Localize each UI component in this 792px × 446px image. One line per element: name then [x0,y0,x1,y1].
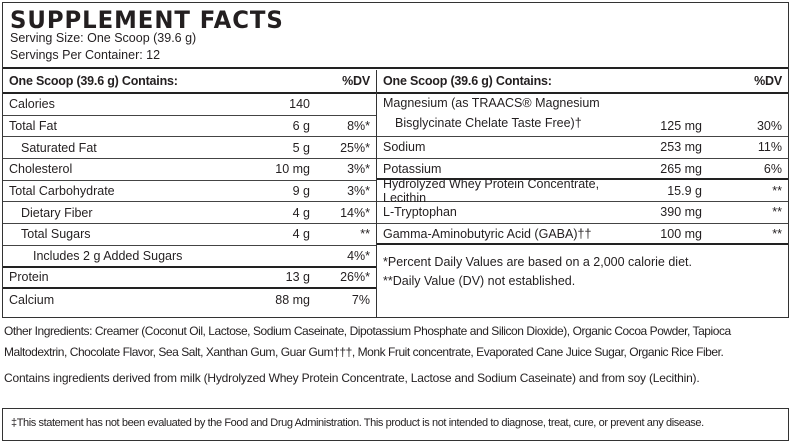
nutrient-amount: 5 g [292,140,310,155]
footnote: **Daily Value (DV) not established. [383,274,576,289]
supplement-facts-panel: SUPPLEMENT FACTS Serving Size: One Scoop… [2,2,789,318]
table-row: Total Carbohydrate 9 g 3%* [3,181,376,203]
footnotes: *Percent Daily Values are based on a 2,0… [377,245,788,291]
allergen-statement: Contains ingredients derived from milk (… [4,371,700,385]
divider [3,67,788,69]
nutrient-dv: ** [772,205,782,220]
nutrient-dv: 14%* [340,205,370,220]
nutrient-name: Hydrolyzed Whey Protein Concentrate, Lec… [383,176,600,205]
nutrient-amount: 10 mg [275,162,310,177]
nutrient-dv: 6% [763,161,782,176]
nutrient-dv: 3%* [347,162,370,177]
table-row: Total Fat 6 g 8%* [3,116,376,138]
nutrient-amount: 390 mg [660,205,702,220]
name-line: Bisglycinate Chelate Taste Free)† [395,116,582,130]
nutrient-dv: 25%* [340,140,370,155]
fda-disclaimer: ‡This statement has not been evaluated b… [2,408,789,441]
nutrient-amount: 88 mg [275,293,310,308]
nutrient-amount: 4 g [292,227,310,242]
nutrient-name: Dietary Fiber [21,205,93,220]
header-label: One Scoop (39.6 g) Contains: [9,74,178,88]
nutrient-name: Gamma-Aminobutyric Acid (GABA)†† [383,226,592,241]
table-row: Hydrolyzed Whey Protein Concentrate, Lec… [377,176,788,205]
panel-title: SUPPLEMENT FACTS [10,6,284,34]
nutrient-dv: ** [360,227,370,242]
nutrient-dv: 3%* [347,184,370,199]
table-row: Includes 2 g Added Sugars 4%* [3,246,376,268]
nutrient-name: L-Tryptophan [383,205,457,220]
header-dv: %DV [342,74,370,88]
nutrient-name: Saturated Fat [21,140,97,155]
nutrient-amount: 125 mg [660,119,702,133]
footnote: *Percent Daily Values are based on a 2,0… [383,255,692,270]
nutrient-name: Total Fat [9,119,57,134]
nutrient-amount: 4 g [292,205,310,220]
table-header: One Scoop (39.6 g) Contains: %DV [377,70,788,94]
nutrient-amount: 15.9 g [667,183,702,198]
table-row: Potassium 265 mg 6% [377,159,788,181]
nutrient-amount: 13 g [285,270,310,285]
header-label: One Scoop (39.6 g) Contains: [383,74,552,88]
nutrient-name: Magnesium (as TRAACS® Magnesium Bisglycin… [383,93,622,133]
table-header: One Scoop (39.6 g) Contains: %DV [3,70,376,94]
nutrient-name: Sodium [383,140,426,155]
nutrient-amount: 6 g [292,119,310,134]
nutrient-name: Total Carbohydrate [9,184,115,199]
nutrient-name: Calories [9,97,55,112]
right-nutrient-table: One Scoop (39.6 g) Contains: %DV Magnesi… [377,70,788,291]
left-nutrient-table: One Scoop (39.6 g) Contains: %DV Calorie… [3,70,377,317]
nutrient-name: Potassium [383,161,442,176]
header-dv: %DV [754,74,782,88]
nutrient-amount: 100 mg [660,226,702,241]
table-row: Saturated Fat 5 g 25%* [3,137,376,160]
serving-size: Serving Size: One Scoop (39.6 g) [10,31,197,45]
nutrient-name: Calcium [9,293,55,308]
nutrient-amount: 253 mg [660,140,702,155]
table-row: Calcium 88 mg 7% [3,289,376,311]
nutrient-name: Includes 2 g Added Sugars [33,248,183,263]
table-row: Cholesterol 10 mg 3%* [3,159,376,181]
nutrient-dv: 8%* [347,119,370,134]
table-row: L-Tryptophan 390 mg ** [377,202,788,224]
nutrient-dv: ** [772,183,782,198]
nutrient-dv: 26%* [340,270,370,285]
table-row: Protein 13 g 26%* [3,268,376,290]
nutrient-name: Cholesterol [9,162,73,177]
nutrient-dv: 7% [351,293,370,308]
name-line: Magnesium (as TRAACS® Magnesium [383,96,600,110]
nutrient-dv: 11% [757,140,782,155]
other-ingredients: Maltodextrin, Chocolate Flavor, Sea Salt… [4,345,724,359]
table-row: Sodium 253 mg 11% [377,137,788,159]
table-row: Magnesium (as TRAACS® Magnesium Bisglycin… [377,94,788,137]
nutrient-dv: 30% [756,119,782,133]
table-row: Total Sugars 4 g ** [3,224,376,246]
nutrient-dv: ** [772,226,782,241]
nutrient-name: Protein [9,270,49,285]
nutrient-amount: 265 mg [660,161,702,176]
other-ingredients: Other Ingredients: Creamer (Coconut Oil,… [4,324,731,338]
table-row: Dietary Fiber 4 g 14%* [3,202,376,225]
nutrient-amount: 9 g [292,184,310,199]
nutrient-amount: 140 [289,97,310,112]
table-row: Calories 140 [3,94,376,116]
nutrient-name: Total Sugars [21,227,91,242]
table-row: Gamma-Aminobutyric Acid (GABA)†† 100 mg ** [377,224,788,246]
nutrient-dv: 4%* [347,248,370,263]
servings-per-container: Servings Per Container: 12 [10,48,161,62]
